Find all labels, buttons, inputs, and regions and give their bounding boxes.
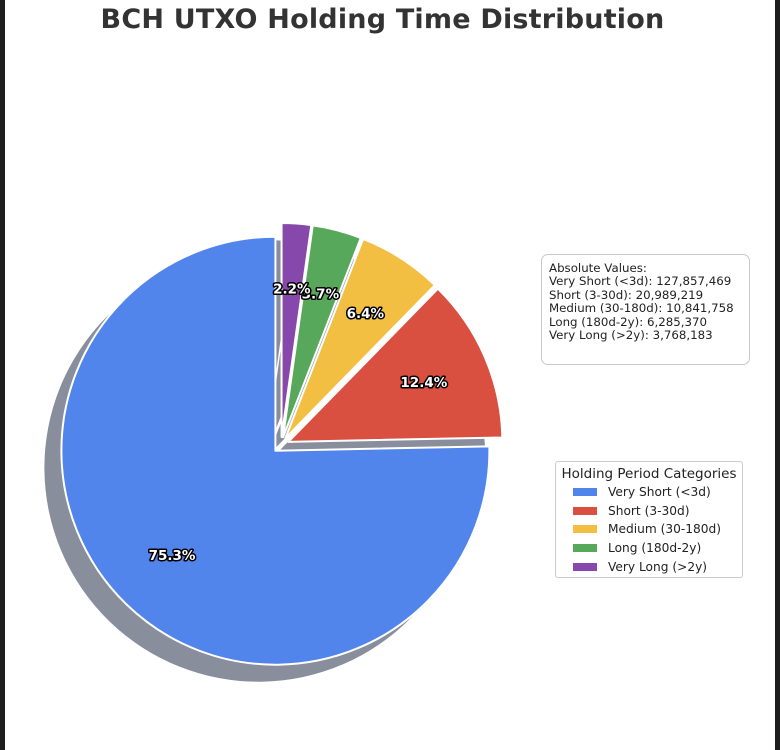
legend-label-short: Short (3-30d) — [608, 503, 690, 518]
annotation-line-very-long: Very Long (>2y): 3,768,183 — [549, 328, 713, 343]
legend-swatch-medium — [573, 525, 597, 534]
legend: Holding Period Categories Very Short (<3… — [555, 461, 743, 578]
legend-swatch-very-long — [573, 562, 597, 571]
pie-slice-long — [282, 224, 362, 439]
pie-label-long: 3.7% — [302, 286, 340, 302]
legend-swatch-long — [573, 544, 597, 553]
legend-label-very-short: Very Short (<3d) — [608, 485, 711, 500]
legend-item-very-long: Very Long (>2y) — [556, 557, 742, 576]
pie-slice-medium — [284, 237, 436, 440]
legend-swatch-short — [573, 506, 597, 515]
pie-slice-very-short — [60, 235, 491, 666]
legend-item-medium: Medium (30-180d) — [556, 520, 742, 539]
pie-slice-very-long — [280, 222, 313, 439]
pie-label-medium: 6.4% — [347, 306, 385, 322]
legend-item-long: Long (180d-2y) — [556, 539, 742, 558]
legend-label-medium: Medium (30-180d) — [608, 522, 722, 537]
chart-figure: BCH UTXO Holding Time Distribution 75.3%… — [5, 0, 775, 750]
pie-label-very-long: 2.2% — [273, 282, 311, 298]
legend-swatch-very-short — [573, 488, 597, 497]
pie-label-short: 12.4% — [400, 375, 447, 391]
legend-label-very-long: Very Long (>2y) — [608, 559, 708, 574]
annotation-line-medium: Medium (30-180d): 10,841,758 — [549, 301, 734, 316]
legend-title: Holding Period Categories — [561, 466, 737, 482]
annotation-line-short: Short (3-30d): 20,989,219 — [549, 287, 704, 302]
legend-item-short: Short (3-30d) — [556, 502, 742, 521]
absolute-values-annotation: Absolute Values: Very Short (<3d): 127,8… — [541, 254, 750, 365]
pie-slices — [60, 222, 504, 666]
annotation-line-long: Long (180d-2y): 6,285,370 — [549, 314, 708, 329]
annotation-heading: Absolute Values: — [549, 261, 647, 275]
pie-label-very-short: 75.3% — [149, 548, 196, 564]
pie-percent-labels: 75.3% 12.4% 6.4% 3.7%2.2% — [147, 280, 449, 565]
legend-item-very-short: Very Short (<3d) — [556, 483, 742, 502]
pie-slice-short — [287, 287, 504, 443]
chart-title: BCH UTXO Holding Time Distribution — [100, 4, 665, 35]
pie-chart: 75.3% 12.4% 6.4% 3.7%2.2% — [44, 222, 504, 682]
legend-label-long: Long (180d-2y) — [608, 541, 702, 556]
annotation-line-very-short: Very Short (<3d): 127,857,469 — [549, 274, 732, 289]
